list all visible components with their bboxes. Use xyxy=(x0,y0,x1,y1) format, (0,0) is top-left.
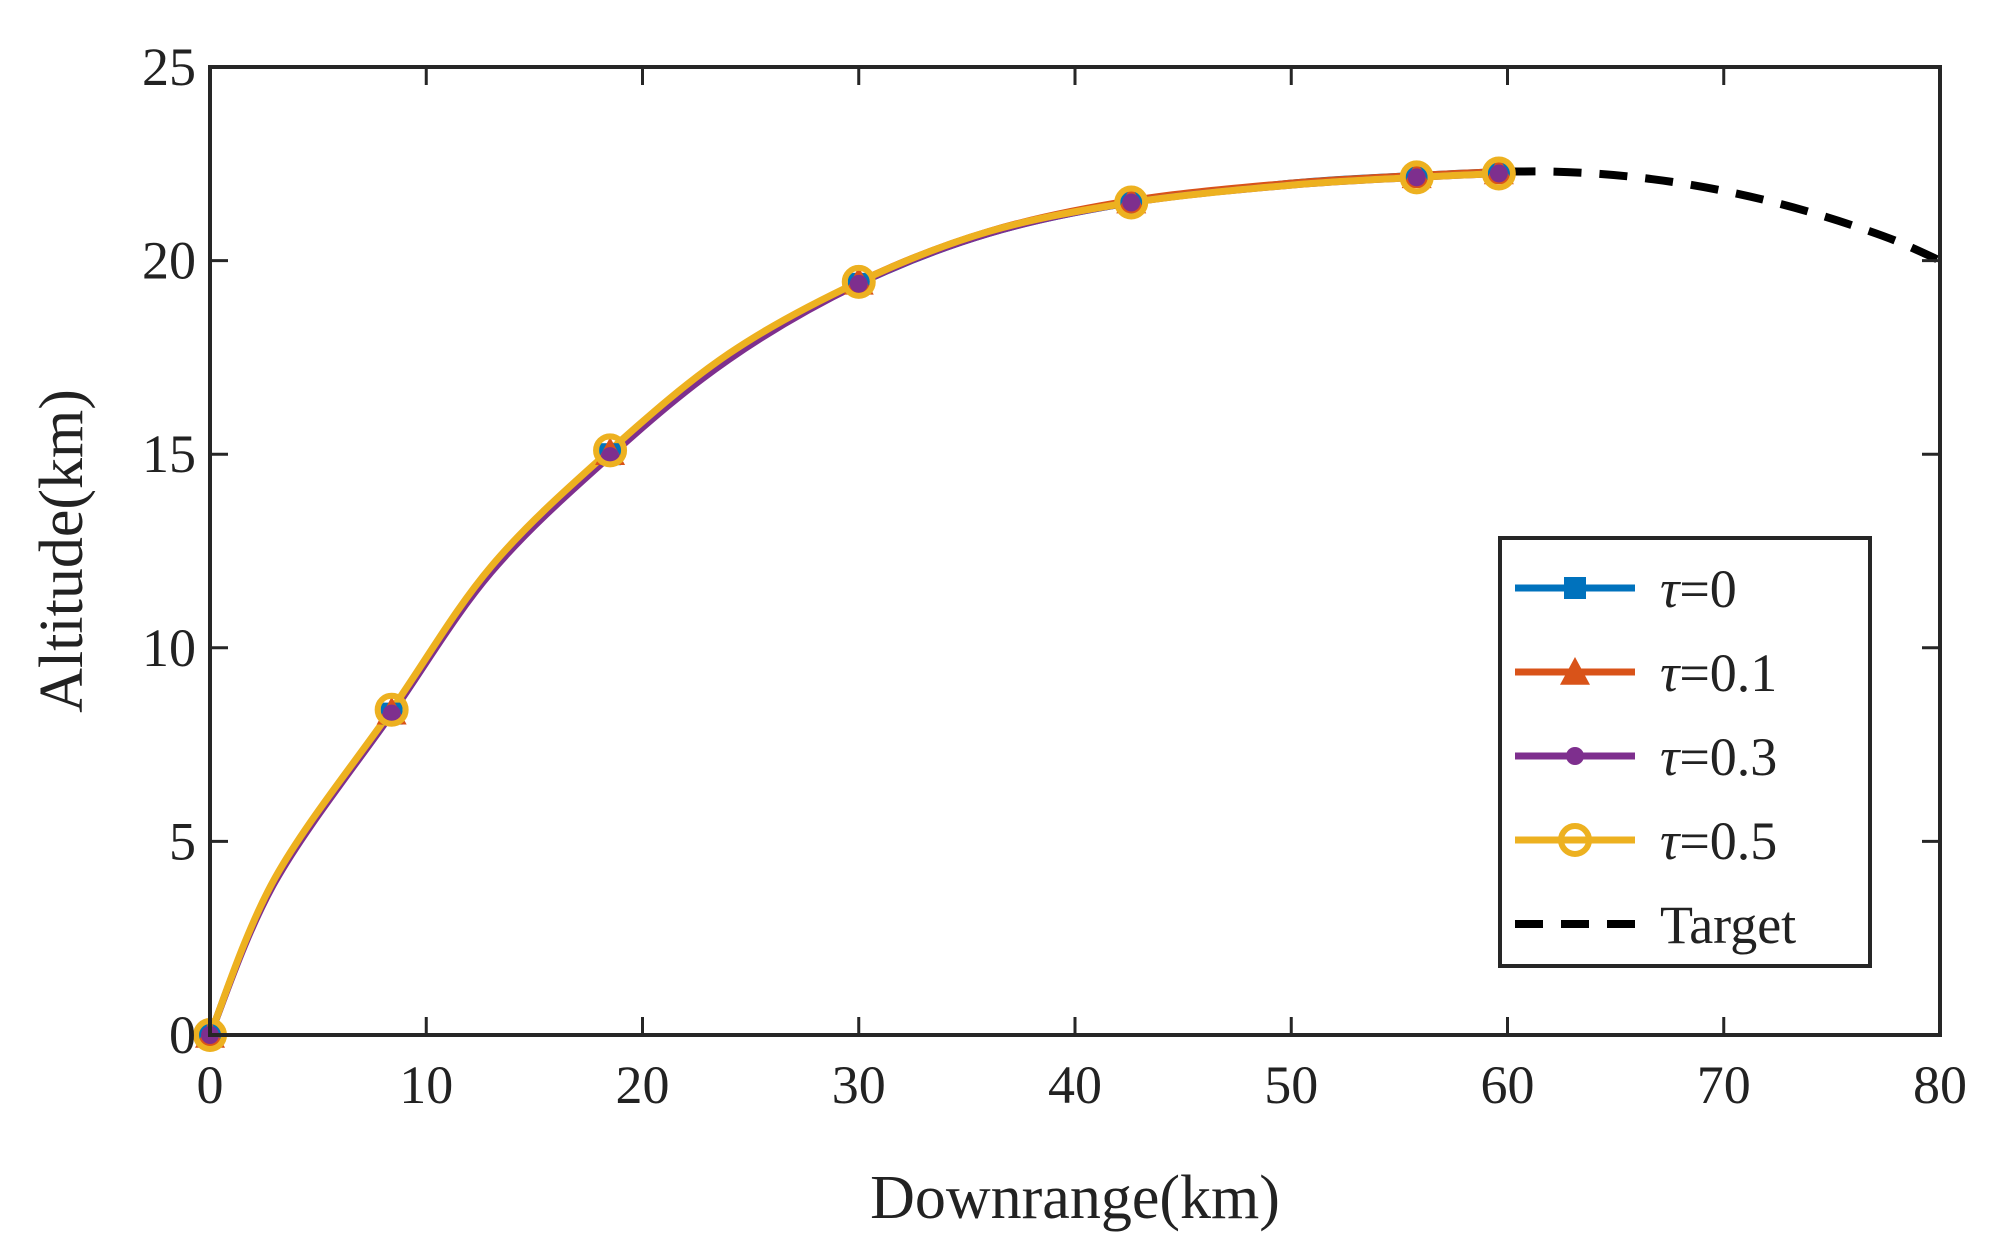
x-tick-label: 70 xyxy=(1697,1055,1751,1115)
legend-label: τ=0.5 xyxy=(1660,811,1777,871)
data-point-0-5 xyxy=(841,264,876,299)
x-tick-label: 10 xyxy=(399,1055,453,1115)
legend-marker-swatch xyxy=(1558,823,1592,857)
legend-label: τ=0 xyxy=(1660,559,1737,619)
x-tick-label: 20 xyxy=(616,1055,670,1115)
data-point-0-5 xyxy=(374,692,409,727)
y-tick-label: 0 xyxy=(169,1005,196,1065)
series-line-0-3 xyxy=(210,169,1500,1035)
series-line-target xyxy=(1507,167,1940,265)
data-point-0-3 xyxy=(1489,164,1508,183)
legend: τ=0 τ=0.1 τ=0.3 τ=0.5 Target xyxy=(1498,536,1872,968)
data-point-0-5 xyxy=(1114,185,1149,220)
y-tick-label: 10 xyxy=(142,618,196,678)
series-line-0 xyxy=(210,168,1500,1035)
x-tick-label: 40 xyxy=(1048,1055,1102,1115)
legend-marker-swatch xyxy=(1564,577,1586,599)
x-tick-label: 0 xyxy=(197,1055,224,1115)
data-point-0-3 xyxy=(849,274,868,293)
y-axis: 0 5 10 15 20 25 xyxy=(142,37,1940,1065)
x-tick-label: 30 xyxy=(832,1055,886,1115)
series-line-0-1 xyxy=(210,168,1500,1035)
x-axis: 0 10 20 30 40 50 60 70 80 xyxy=(197,67,1967,1115)
data-point-0-3 xyxy=(1407,168,1426,187)
legend-marker-swatch xyxy=(1560,657,1590,685)
data-point-0-5 xyxy=(1481,156,1516,191)
legend-entry-target: Target xyxy=(1515,895,1796,955)
data-point-0-3 xyxy=(382,704,401,723)
legend-entry-0: τ=0 xyxy=(1515,559,1737,619)
marker-layer xyxy=(193,156,1516,1052)
data-point-0-5 xyxy=(593,433,628,468)
legend-entry-0-5: τ=0.5 xyxy=(1515,811,1777,871)
x-tick-label: 60 xyxy=(1481,1055,1535,1115)
legend-entries: τ=0 τ=0.1 τ=0.3 τ=0.5 Target xyxy=(1515,559,1796,955)
legend-label: τ=0.1 xyxy=(1660,643,1777,703)
y-tick-label: 20 xyxy=(142,231,196,291)
data-point-0-5 xyxy=(1399,160,1434,195)
x-axis-label: Downrange(km) xyxy=(870,1164,1280,1232)
series-layer xyxy=(210,167,1940,1035)
legend-entry-0-3: τ=0.3 xyxy=(1515,727,1777,787)
legend-marker-swatch xyxy=(1566,747,1584,765)
x-tick-label: 50 xyxy=(1264,1055,1318,1115)
x-tick-label: 80 xyxy=(1913,1055,1967,1115)
y-tick-label: 5 xyxy=(169,811,196,871)
y-tick-label: 15 xyxy=(142,424,196,484)
y-axis-label: Altitude(km) xyxy=(28,389,96,713)
legend-label: Target xyxy=(1660,895,1796,955)
legend-label: τ=0.3 xyxy=(1660,727,1777,787)
legend-box xyxy=(1498,536,1872,968)
series-line-0-5 xyxy=(210,169,1500,1035)
y-tick-label: 25 xyxy=(142,37,196,97)
data-point-0-3 xyxy=(1122,193,1141,212)
legend-entry-0-1: τ=0.1 xyxy=(1515,643,1777,703)
